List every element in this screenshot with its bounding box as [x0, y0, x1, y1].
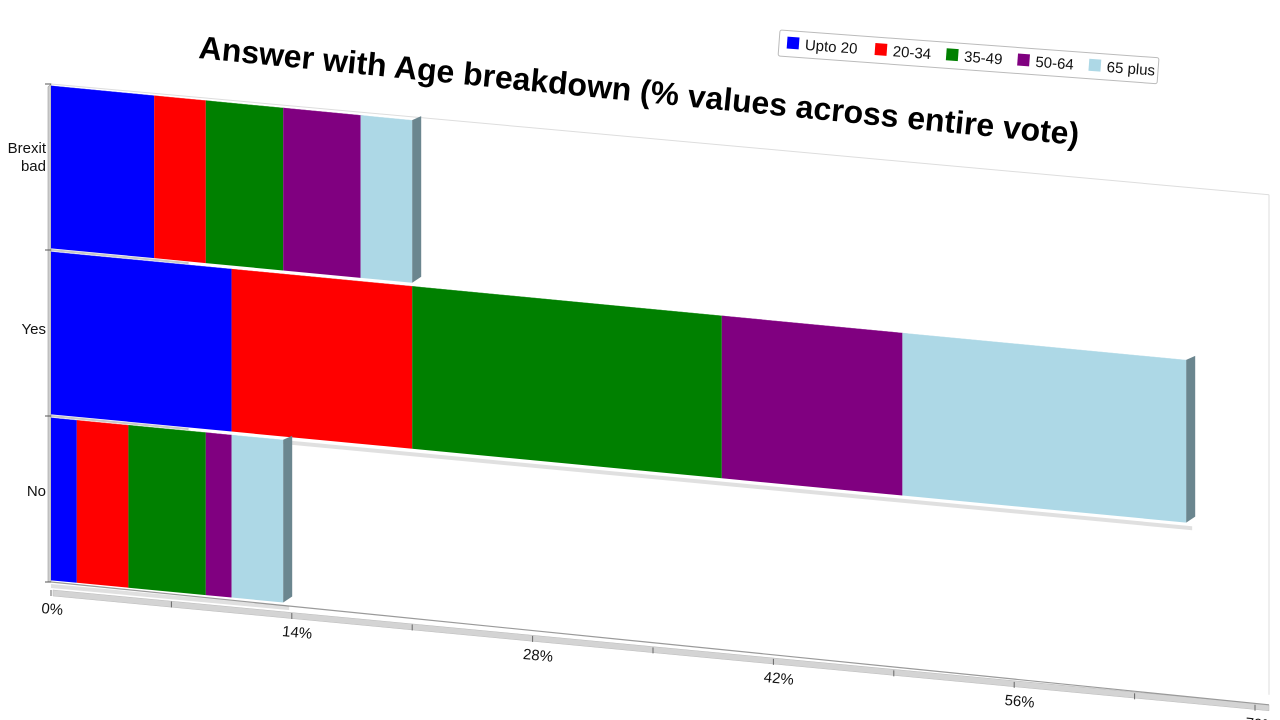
x-tick-label: 70%	[1245, 715, 1276, 720]
bar-segment-top	[205, 100, 292, 109]
bar-segment-top	[51, 417, 85, 422]
x-tick-label: 14%	[281, 623, 312, 643]
legend: Upto 20 20-34 35-49 50-64 65 plus	[777, 29, 1160, 85]
bar-segment-top	[360, 115, 421, 122]
x-tick-label: 56%	[1004, 692, 1035, 712]
bar-shadow	[51, 418, 1193, 531]
legend-label: 65 plus	[1106, 59, 1155, 79]
legend-label: Upto 20	[804, 37, 858, 58]
floor-slab	[52, 589, 1270, 712]
bar-segment-top	[412, 286, 730, 317]
bar-segment-top	[51, 251, 240, 270]
legend-swatch	[874, 43, 888, 56]
bar-segment-top	[205, 432, 240, 436]
bar-segment	[76, 420, 129, 588]
bar-segment-top	[283, 107, 369, 117]
bar-segment-top	[51, 85, 163, 97]
category-label: Brexit bad	[8, 140, 47, 175]
bar-segment	[231, 434, 284, 603]
bar-end-cap	[283, 435, 293, 603]
legend-swatch	[945, 48, 959, 62]
x-tick-label: 28%	[522, 646, 553, 666]
bar-segment-top	[231, 268, 421, 288]
legend-frame	[777, 29, 1160, 85]
back-wall-top-edge	[50, 83, 1270, 196]
legend-box: Upto 20 20-34 35-49 50-64 65 plus	[777, 29, 1160, 85]
legend-swatch	[1088, 58, 1102, 72]
bar-end-cap	[412, 116, 422, 283]
bar-segment-top	[154, 95, 214, 102]
y-axis-wall	[47, 83, 52, 583]
bar-segment	[51, 417, 77, 583]
bar-segment	[360, 115, 413, 283]
bar-segment	[128, 425, 206, 596]
x-tick-label: 42%	[763, 669, 794, 689]
bar-segment	[51, 85, 155, 259]
bar-end-cap	[1186, 355, 1196, 523]
axes	[45, 83, 1270, 711]
legend-swatch	[1017, 53, 1030, 67]
legend-label: 50-64	[1035, 54, 1075, 74]
bar-segment	[721, 315, 903, 496]
category-divider	[50, 415, 189, 431]
x-axis-line	[50, 581, 1270, 706]
bar-segment	[283, 107, 361, 278]
bar-segment-top	[76, 420, 137, 427]
bar-shadow	[51, 584, 290, 611]
bar-segment	[205, 100, 284, 271]
bar-segment-top	[128, 425, 214, 434]
bar-segment	[51, 251, 232, 432]
bar-segment	[154, 95, 206, 264]
x-tick-label: 0%	[41, 600, 64, 619]
bar-segment-top	[721, 315, 911, 334]
legend-swatch	[786, 36, 800, 50]
bars	[51, 85, 1196, 611]
bar-segment	[902, 332, 1187, 523]
bar-segment-top	[231, 434, 292, 441]
category-divider	[50, 249, 189, 265]
bar-segment	[231, 268, 413, 449]
category-label: No	[27, 483, 46, 500]
bar-segment	[205, 432, 232, 598]
legend-label: 35-49	[963, 49, 1003, 69]
legend-label: 20-34	[892, 43, 932, 63]
category-label: Yes	[22, 321, 46, 338]
bar-segment-top	[902, 332, 1195, 361]
chart-floor	[50, 83, 1270, 712]
bar-segment	[412, 286, 722, 479]
